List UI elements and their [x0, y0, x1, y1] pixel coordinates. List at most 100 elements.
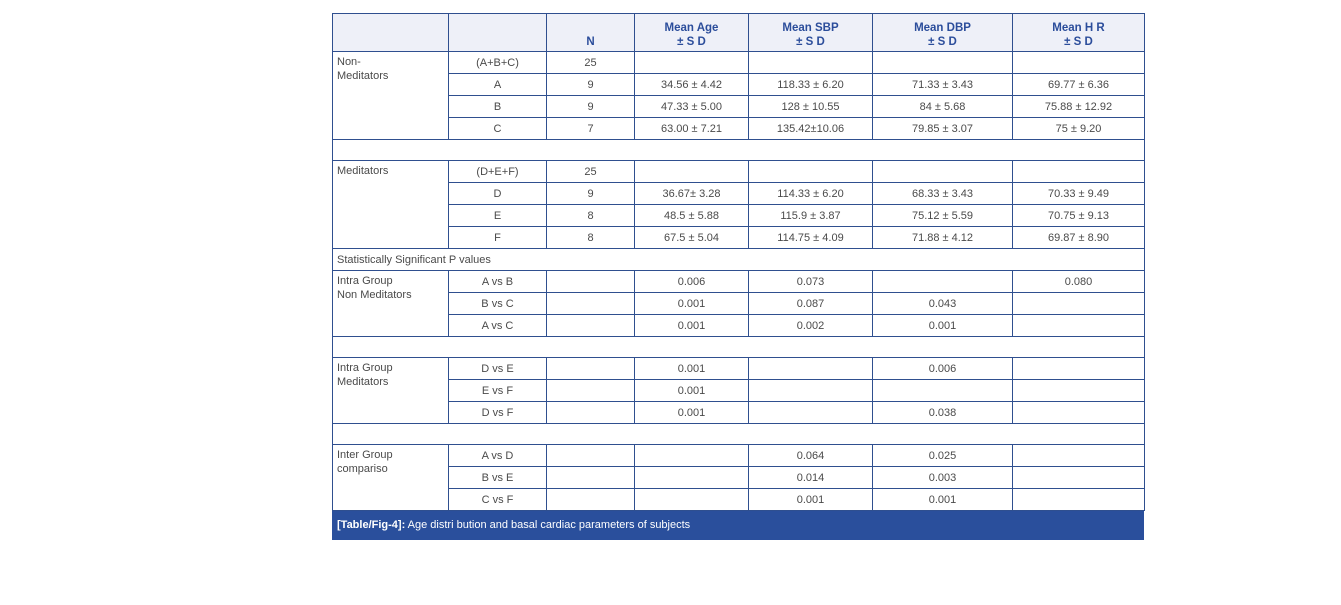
table-cell: 71.88 ± 4.12 [872, 226, 1013, 249]
table-row: Intra Group Non Meditators A vs B 0.006 0.0… [332, 270, 1145, 337]
table-cell: E vs F [448, 379, 547, 402]
table-cell [546, 401, 635, 424]
table-cell [872, 270, 1013, 293]
table-cell [1012, 51, 1145, 74]
table-cell: (D+E+F) [448, 160, 547, 183]
table-cell: 70.33 ± 9.49 [1012, 182, 1145, 205]
spacer-cell [332, 423, 1145, 445]
header-cell: Mean Age ± S D [634, 13, 749, 52]
table-cell: 0.043 [872, 292, 1013, 315]
table-cell: 0.038 [872, 401, 1013, 424]
table-cell [546, 314, 635, 337]
table-cell [546, 379, 635, 402]
data-table-figure: N Mean Age ± S D Mean SBP ± S D Mean DBP ± S D… [332, 13, 1145, 540]
table-cell: 68.33 ± 3.43 [872, 182, 1013, 205]
table-cell: D [448, 182, 547, 205]
table-row: A vs C 0.001 0.002 0.001 [333, 314, 1145, 337]
table-cell: 128 ± 10.55 [748, 95, 873, 118]
table-cell: 0.001 [634, 314, 749, 337]
table-cell: 0.006 [872, 357, 1013, 380]
table-cell: 115.9 ± 3.87 [748, 204, 873, 227]
table-cell: 69.87 ± 8.90 [1012, 226, 1145, 249]
table-cell: 9 [546, 73, 635, 96]
table-cell: 7 [546, 117, 635, 140]
header-line-2: N [586, 36, 595, 48]
table-cell: 75.88 ± 12.92 [1012, 95, 1145, 118]
table-cell [1012, 466, 1145, 489]
section-note: Statistically Significant P values [332, 248, 1145, 271]
table-cell: D vs E [448, 357, 547, 380]
table-row: E 8 48.5 ± 5.88 115.9 ± 3.87 75.12 ± 5.59 70.… [333, 204, 1145, 227]
table-row: Intra Group Meditators D vs E 0.001 0.006 [332, 357, 1145, 424]
spacer-cell [332, 139, 1145, 161]
spacer-row [332, 336, 1145, 358]
spacer-row [332, 139, 1145, 161]
table-cell: 34.56 ± 4.42 [634, 73, 749, 96]
table-cell: 71.33 ± 3.43 [872, 73, 1013, 96]
table-cell: 0.001 [634, 357, 749, 380]
header-line-2: ± S D [796, 36, 825, 48]
table-cell [1012, 379, 1145, 402]
table-cell [546, 270, 635, 293]
table-cell: 47.33 ± 5.00 [634, 95, 749, 118]
table-cell: 0.064 [748, 444, 873, 467]
header-line-1: Mean H R [1052, 22, 1105, 34]
table-cell: 75.12 ± 5.59 [872, 204, 1013, 227]
table-cell [748, 51, 873, 74]
table-cell: B [448, 95, 547, 118]
header-line-2: ± S D [928, 36, 957, 48]
table-cell: 25 [546, 51, 635, 74]
table-cell [546, 444, 635, 467]
table-cell: 36.67± 3.28 [634, 182, 749, 205]
group-label: Inter Group compariso [332, 444, 449, 511]
group-label: Non- Meditators [332, 51, 449, 140]
table-cell [1012, 357, 1145, 380]
table-cell: 0.002 [748, 314, 873, 337]
table-cell [748, 379, 873, 402]
table-row: A 9 34.56 ± 4.42 118.33 ± 6.20 71.33 ± 3.43 6… [333, 73, 1145, 96]
table-cell: 8 [546, 204, 635, 227]
table-cell: 0.001 [872, 488, 1013, 511]
table-cell: 0.073 [748, 270, 873, 293]
data-table: N Mean Age ± S D Mean SBP ± S D Mean DBP ± S D… [332, 13, 1145, 511]
table-cell: 69.77 ± 6.36 [1012, 73, 1145, 96]
table-cell: 118.33 ± 6.20 [748, 73, 873, 96]
table-cell: 0.001 [872, 314, 1013, 337]
table-cell: 70.75 ± 9.13 [1012, 204, 1145, 227]
table-cell: D vs F [448, 401, 547, 424]
table-cell: E [448, 204, 547, 227]
table-cell: 0.025 [872, 444, 1013, 467]
table-cell: 67.5 ± 5.04 [634, 226, 749, 249]
table-cell: 0.001 [634, 379, 749, 402]
table-cell: 9 [546, 95, 635, 118]
header-line-2: ± S D [1064, 36, 1093, 48]
table-cell: 0.080 [1012, 270, 1145, 293]
table-cell [634, 160, 749, 183]
table-cell [546, 466, 635, 489]
table-cell: 135.42±10.06 [748, 117, 873, 140]
table-cell: 9 [546, 182, 635, 205]
table-cell: C vs F [448, 488, 547, 511]
table-cell: 114.75 ± 4.09 [748, 226, 873, 249]
table-cell [546, 488, 635, 511]
header-line-2: ± S D [677, 36, 706, 48]
table-cell [1012, 160, 1145, 183]
table-cell: A vs D [448, 444, 547, 467]
table-cell: A vs B [448, 270, 547, 293]
table-cell [1012, 444, 1145, 467]
table-cell: C [448, 117, 547, 140]
table-cell: 48.5 ± 5.88 [634, 204, 749, 227]
table-cell: 0.001 [634, 292, 749, 315]
header-line-1: Mean SBP [782, 22, 839, 34]
header-cell [448, 13, 547, 52]
table-cell: 0.003 [872, 466, 1013, 489]
table-row: B vs E 0.014 0.003 [333, 466, 1145, 489]
table-cell: 0.001 [634, 401, 749, 424]
table-cell [634, 466, 749, 489]
table-cell [634, 51, 749, 74]
table-cell: 0.014 [748, 466, 873, 489]
table-row: F 8 67.5 ± 5.04 114.75 ± 4.09 71.88 ± 4.12 69… [333, 226, 1145, 249]
table-cell: 0.087 [748, 292, 873, 315]
table-cell [634, 488, 749, 511]
table-cell: B vs C [448, 292, 547, 315]
